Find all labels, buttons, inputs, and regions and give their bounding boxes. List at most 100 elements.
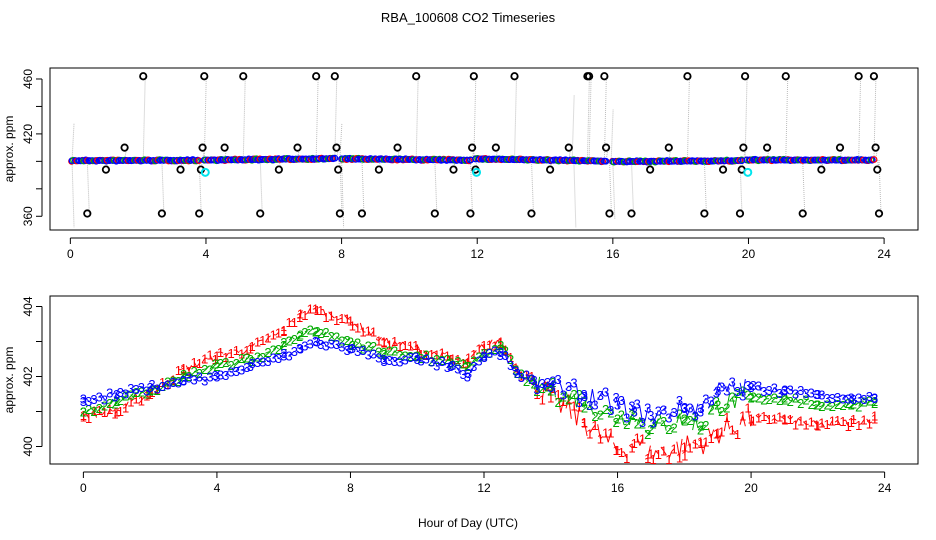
series-1-segment (715, 433, 720, 444)
series-1-marker: 1 (370, 324, 377, 339)
series-2-marker: 2 (655, 411, 662, 426)
series-1-point: 1 (414, 342, 421, 357)
series-3-segment (415, 356, 419, 359)
series-1-segment (328, 311, 332, 316)
series-2-marker: 2 (402, 349, 409, 364)
series-3-segment (457, 368, 461, 375)
series-2-segment (323, 331, 327, 336)
baseline-point (331, 154, 339, 162)
series-1-segment (568, 398, 572, 419)
series-3-marker: 3 (280, 346, 287, 361)
series-1-marker: 1 (222, 350, 229, 365)
series-1-marker: 1 (475, 342, 482, 357)
series-1-marker: 1 (227, 346, 234, 361)
series-2-point: 2 (514, 366, 521, 381)
series-3-segment (684, 406, 688, 416)
trace-line (530, 159, 534, 214)
series-1-marker: 1 (671, 442, 678, 457)
series-3-segment (196, 375, 200, 381)
series-1-segment (106, 408, 111, 417)
series-1-segment (125, 401, 129, 408)
series-3-marker: 3 (296, 341, 303, 356)
series-2-segment (188, 374, 192, 377)
outlier-point (466, 209, 475, 218)
series-3-marker: 3 (402, 352, 409, 367)
series-1-segment (734, 432, 738, 435)
series-1-segment (407, 344, 411, 347)
series-1-marker: 1 (111, 407, 118, 422)
series-1-segment (148, 391, 153, 398)
series-1-point: 1 (180, 363, 187, 378)
trace-line (741, 160, 745, 170)
series-3-segment (629, 403, 633, 406)
series-2-segment (512, 366, 517, 370)
top-y-tick-label: 460 (21, 69, 35, 89)
series-3-marker: 3 (370, 347, 377, 362)
series-3-segment (518, 370, 522, 378)
series-1-marker: 1 (138, 393, 145, 408)
series-3-segment (101, 395, 105, 400)
series-3-point: 3 (547, 380, 554, 395)
series-3-segment (391, 356, 396, 362)
series-1-segment (130, 398, 134, 402)
series-3-marker: 3 (349, 341, 356, 356)
series-3-marker: 3 (233, 364, 240, 379)
series-3-segment (795, 391, 799, 394)
series-2-segment (834, 403, 838, 406)
series-2-segment (272, 346, 277, 351)
series-3-segment (410, 356, 414, 360)
series-2-segment (275, 346, 279, 350)
series-1-marker: 1 (338, 311, 345, 326)
series-2-marker: 2 (523, 374, 530, 389)
series-1-segment (781, 416, 786, 420)
series-1-point: 1 (480, 338, 487, 353)
outlier-point (740, 72, 750, 81)
series-2-marker: 2 (470, 353, 477, 368)
series-3-segment (417, 357, 422, 361)
series-2-segment (85, 408, 90, 414)
series-2-segment (597, 412, 601, 415)
trace-line (315, 76, 319, 159)
bottom-y-tick-label: 400 (21, 436, 35, 456)
series-1-segment (818, 422, 823, 426)
series-3-marker: 3 (212, 368, 219, 383)
series-1-segment (860, 419, 865, 424)
top-x-tick-label: 0 (67, 247, 74, 261)
series-3-point: 3 (480, 349, 487, 364)
series-3-marker: 3 (201, 373, 208, 388)
series-1-point: 1 (848, 415, 855, 430)
series-1-segment (249, 344, 253, 347)
trace-line (573, 160, 577, 228)
series-1-point: 1 (681, 440, 688, 455)
series-3-segment (172, 381, 176, 383)
series-1-marker: 1 (597, 432, 604, 447)
outlier-point (627, 209, 636, 218)
trace-line (161, 160, 165, 214)
series-1-segment (750, 420, 754, 427)
series-2-segment (565, 391, 570, 400)
series-1-marker: 1 (781, 413, 788, 428)
series-1-point: 1 (614, 443, 621, 458)
series-3-point: 3 (714, 384, 721, 399)
outlier-point (120, 143, 129, 152)
series-1-segment (146, 395, 150, 398)
series-1-marker: 1 (845, 419, 852, 434)
series-1-marker: 1 (275, 326, 282, 341)
outlier-point (873, 165, 882, 174)
series-2-marker: 2 (734, 386, 741, 401)
series-2-segment (339, 339, 342, 341)
series-3-marker: 3 (328, 337, 335, 352)
series-1-marker: 1 (122, 401, 129, 416)
series-2-marker: 2 (417, 351, 424, 366)
series-3-segment (773, 387, 778, 392)
outlier-point (357, 209, 367, 218)
series-2-segment (370, 345, 374, 349)
trace-line (722, 160, 726, 170)
series-1-marker: 1 (750, 413, 757, 428)
series-1-segment (707, 427, 712, 438)
series-1-marker: 1 (417, 347, 424, 362)
series-1-segment (394, 340, 398, 346)
trace-line (802, 160, 806, 214)
series-3-segment (299, 345, 303, 349)
series-3-marker: 3 (169, 375, 176, 390)
